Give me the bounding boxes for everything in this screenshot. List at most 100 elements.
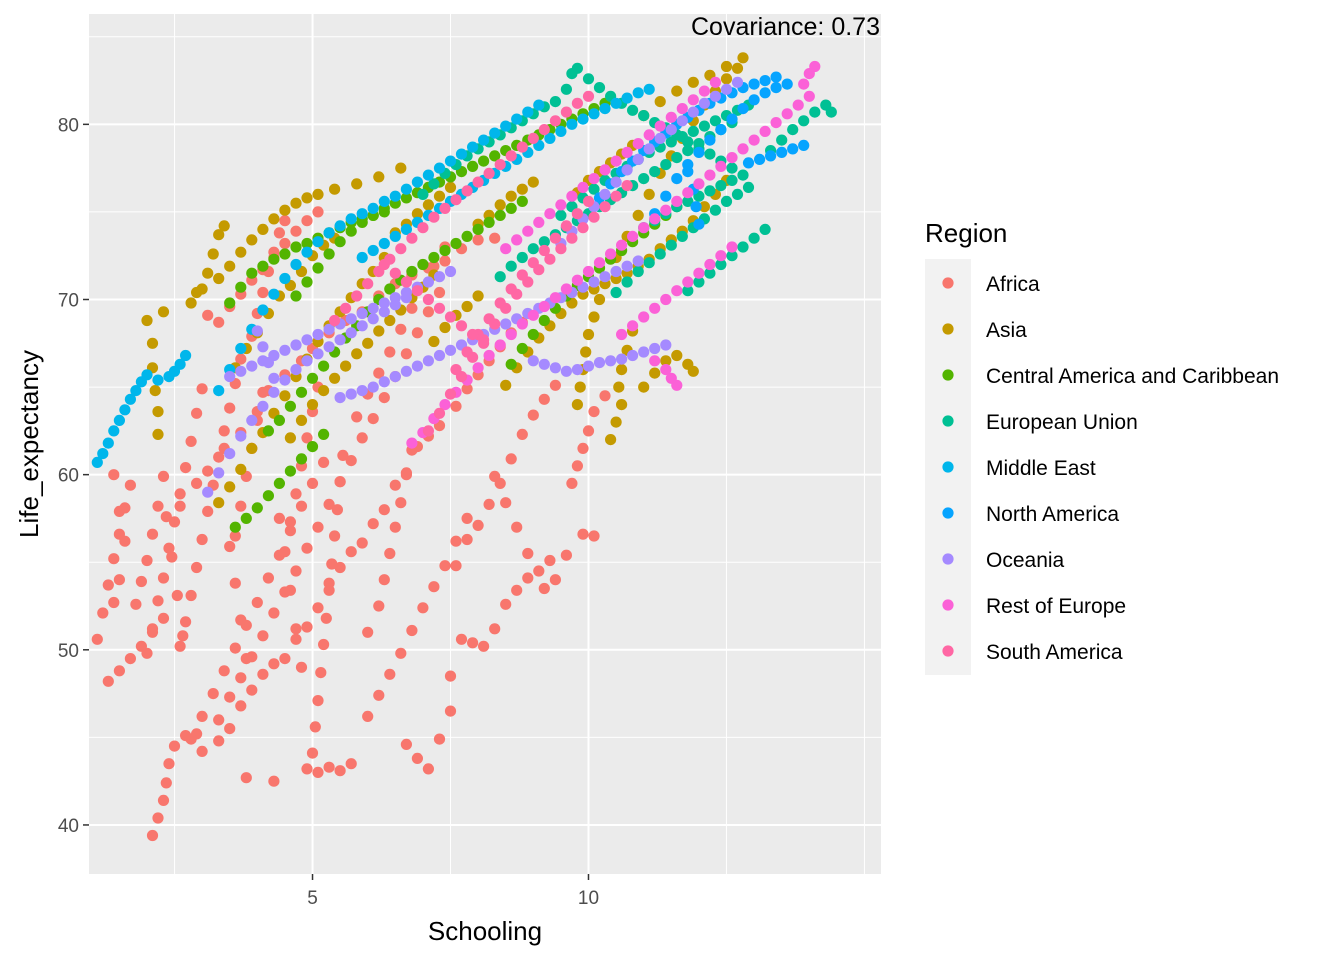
data-point	[422, 306, 434, 318]
data-point	[389, 292, 401, 304]
data-point	[345, 213, 357, 225]
data-point	[257, 668, 269, 680]
data-point	[450, 560, 462, 572]
data-point	[638, 173, 650, 185]
data-point	[141, 554, 153, 567]
data-point	[450, 194, 462, 206]
data-point	[389, 521, 401, 533]
data-point	[433, 271, 446, 283]
data-point	[279, 237, 291, 250]
legend-label: European Union	[986, 411, 1138, 434]
data-point	[687, 106, 699, 118]
data-point	[522, 547, 534, 560]
data-point	[467, 328, 479, 341]
data-point	[345, 327, 357, 339]
data-point	[373, 600, 385, 612]
data-point	[433, 349, 446, 362]
data-point	[196, 710, 208, 723]
data-point	[251, 596, 263, 609]
data-point	[196, 383, 208, 395]
data-point	[389, 230, 401, 242]
data-point	[704, 267, 716, 279]
data-point	[571, 208, 584, 220]
data-point	[168, 740, 181, 752]
data-point	[489, 470, 501, 482]
legend-key	[942, 415, 954, 427]
data-point	[682, 195, 694, 207]
data-point	[168, 516, 181, 528]
data-point	[312, 188, 324, 200]
legend-label: North America	[986, 503, 1119, 526]
data-point	[444, 705, 457, 717]
data-point	[549, 574, 562, 586]
data-point	[516, 318, 528, 330]
data-point	[323, 323, 335, 335]
data-point	[610, 155, 622, 167]
data-point	[555, 209, 567, 221]
data-point	[549, 96, 562, 108]
data-point	[345, 313, 357, 325]
data-point	[191, 286, 203, 299]
data-point	[759, 75, 771, 87]
data-point	[284, 400, 296, 412]
data-point	[770, 71, 782, 83]
data-point	[378, 258, 390, 271]
data-point	[312, 328, 324, 341]
data-point	[295, 661, 308, 673]
data-point	[588, 406, 600, 418]
data-point	[240, 512, 252, 525]
data-point	[378, 376, 390, 388]
data-point	[174, 500, 186, 512]
data-point	[152, 374, 164, 386]
data-point	[593, 257, 606, 269]
data-point	[682, 145, 694, 157]
data-point	[411, 176, 423, 188]
data-point	[825, 106, 837, 118]
data-point	[301, 355, 313, 367]
data-point	[500, 497, 512, 509]
data-point	[478, 134, 490, 146]
data-point	[351, 348, 363, 360]
data-point	[124, 393, 136, 405]
data-point	[649, 166, 661, 178]
data-point	[323, 227, 335, 239]
data-point	[571, 62, 584, 74]
data-point	[213, 316, 225, 328]
data-point	[306, 477, 319, 489]
data-point	[737, 52, 749, 64]
data-point	[166, 551, 178, 563]
data-point	[312, 348, 324, 360]
data-point	[693, 276, 705, 288]
data-point	[389, 267, 401, 279]
legend-key	[942, 507, 954, 519]
data-point	[268, 386, 280, 398]
data-point	[152, 595, 164, 607]
data-point	[439, 399, 451, 411]
legend-label: Africa	[986, 273, 1040, 296]
data-point	[577, 222, 589, 234]
data-point	[315, 667, 327, 679]
data-point	[580, 346, 592, 358]
data-point	[704, 169, 716, 181]
data-point	[257, 304, 269, 316]
data-point	[422, 355, 434, 367]
data-point	[262, 425, 274, 437]
data-point	[229, 521, 241, 533]
data-point	[433, 733, 446, 745]
data-point	[378, 306, 390, 318]
data-point	[483, 167, 495, 179]
data-point	[323, 248, 335, 260]
data-point	[472, 362, 484, 374]
data-point	[362, 337, 374, 349]
data-point	[235, 430, 247, 442]
data-point	[367, 202, 379, 214]
data-point	[682, 166, 694, 178]
data-point	[560, 106, 573, 118]
data-point	[731, 188, 744, 200]
data-point	[273, 477, 285, 489]
data-point	[428, 260, 440, 272]
data-point	[566, 190, 578, 202]
y-axis-title: Life_expectancy	[14, 350, 44, 538]
data-point	[754, 153, 766, 165]
data-point	[599, 390, 611, 402]
